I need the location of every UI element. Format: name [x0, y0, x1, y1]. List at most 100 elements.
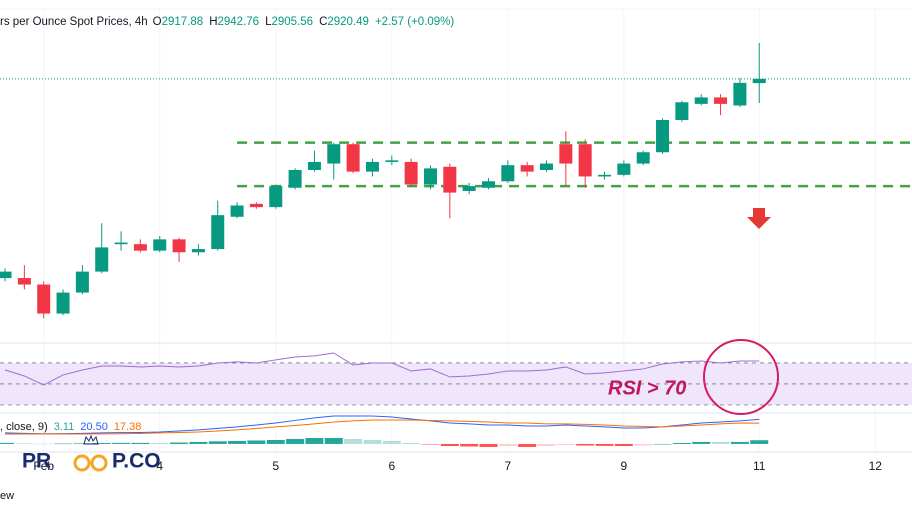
candle-body [153, 239, 167, 251]
macd-histogram-bar [634, 443, 653, 446]
logo-crown [83, 434, 99, 445]
candle-body [675, 102, 689, 120]
x-tick-label: 4 [156, 459, 163, 473]
macd-histogram-bar [595, 443, 614, 446]
macd-histogram-bar [286, 438, 305, 444]
macd-histogram-bar [402, 443, 421, 444]
candle-body [462, 186, 476, 191]
macd-histogram-bar [460, 443, 479, 447]
candle-body [269, 186, 283, 208]
main-layer: Feb 4 5 6 7 9 11 12 [0, 42, 912, 473]
candle-body [578, 144, 592, 177]
macd-histogram-bar [0, 442, 15, 444]
macd-histogram-bar [711, 442, 730, 444]
macd-histogram-bar [498, 443, 517, 446]
candle-body [733, 82, 747, 106]
macd-histogram-bar [692, 441, 711, 444]
macd-legend: , close, 9) 3.11 20.50 17.38 [0, 421, 141, 433]
candle-body [559, 144, 573, 164]
x-tick-label: 6 [388, 459, 395, 473]
macd-line [5, 415, 760, 435]
candle-body [56, 292, 70, 314]
macd-histogram-bar [54, 443, 73, 445]
annotation-circle [703, 339, 779, 415]
candle-body [694, 97, 708, 104]
x-tick-label: 11 [753, 459, 766, 473]
candle-body [191, 249, 205, 253]
candle-body [211, 215, 225, 250]
change-value: +2.57 (+0.09%) [375, 16, 454, 28]
macd-histogram-bar [170, 442, 189, 444]
logo-ring [90, 454, 108, 472]
logo-text: PR [22, 450, 51, 473]
x-tick-label: Feb [33, 459, 54, 473]
macd-histogram-bar [73, 443, 92, 444]
macd-legend-value: 17.38 [114, 421, 142, 433]
macd-legend-value: 3.11 [54, 421, 75, 433]
candle-body [598, 174, 612, 177]
macd-histogram-bar [421, 443, 440, 445]
macd-histogram-bar [653, 443, 672, 445]
macd-histogram-bar [344, 439, 363, 444]
footer-text: ew [0, 490, 14, 502]
macd-histogram-bar [479, 443, 498, 447]
macd-legend-prefix: , close, 9) [0, 421, 48, 433]
macd-histogram-bar [247, 440, 266, 444]
candle-body [172, 239, 186, 253]
candle-body [17, 278, 31, 285]
signal-line [5, 419, 760, 435]
candle-body [230, 205, 244, 217]
candle-body [656, 120, 670, 153]
ohlc-value: 2905.56 [271, 16, 313, 28]
candle-body [385, 160, 399, 162]
macd-histogram-bar [15, 443, 34, 444]
candle-body [288, 170, 302, 188]
macd-histogram-bar [382, 440, 401, 444]
candle-body [37, 284, 51, 314]
macd-histogram-bar [150, 443, 169, 444]
macd-histogram-bar [576, 443, 595, 446]
x-tick-label: 9 [621, 459, 628, 473]
candle-body [423, 168, 437, 185]
candle-body [346, 144, 360, 172]
candle-body [75, 271, 89, 293]
macd-legend-value: 20.50 [80, 421, 108, 433]
rsi-line [4, 352, 760, 386]
macd-histogram-bar [208, 441, 227, 444]
macd-histogram-bar [112, 442, 131, 444]
candle-body [133, 244, 147, 251]
macd-histogram-bar [614, 443, 633, 446]
candle-body [307, 161, 321, 170]
x-tick-label: 7 [504, 459, 511, 473]
macd-histogram-bar [363, 440, 382, 444]
candle-body [95, 247, 109, 272]
ohlc-letter: C [319, 16, 327, 28]
candle-body [481, 181, 495, 188]
candle-body [327, 144, 341, 164]
macd-histogram-bar [92, 443, 111, 444]
x-tick-label: 12 [869, 459, 883, 473]
macd-histogram-bar [518, 443, 537, 447]
candle-body [0, 271, 12, 279]
candle-body [636, 152, 650, 164]
candle-body [404, 161, 418, 185]
header: rs per Ounce Spot Prices, 4h O2917.88 H294… [0, 16, 454, 28]
candle-body [443, 166, 457, 193]
candle-body [540, 163, 554, 170]
candle-body [520, 165, 534, 172]
ohlc-letter: H [209, 16, 217, 28]
candle-body [114, 242, 128, 245]
macd-histogram-bar [537, 443, 556, 446]
macd-histogram-bar [131, 442, 150, 444]
logo-ring [73, 454, 91, 472]
macd-histogram-bar [730, 441, 749, 444]
ohlc-letter: O [153, 16, 162, 28]
candle-body [365, 161, 379, 172]
candle-body [249, 203, 263, 208]
candle-body [617, 163, 631, 175]
macd-histogram-bar [34, 443, 53, 445]
candle-body [752, 78, 766, 84]
ohlc-letter: L [265, 16, 272, 28]
